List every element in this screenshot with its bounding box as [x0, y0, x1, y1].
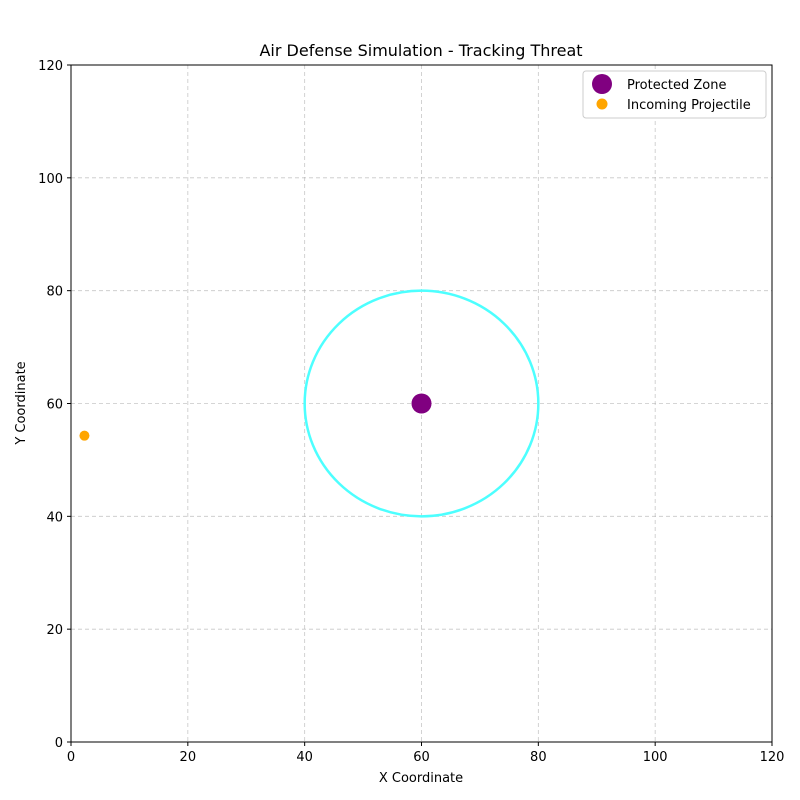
incoming-projectile-point — [79, 430, 90, 441]
protected-zone-point — [411, 393, 432, 414]
x-tick-label: 80 — [530, 750, 547, 765]
y-tick-label: 60 — [46, 398, 63, 413]
points-layer — [79, 393, 432, 441]
x-axis-ticks: 0 20 40 60 80 100 120 — [67, 742, 785, 765]
legend: Protected Zone Incoming Projectile — [582, 70, 767, 119]
x-tick-label: 100 — [643, 750, 668, 765]
defense-radius-circle — [303, 289, 540, 518]
legend-marker-incoming-projectile — [596, 98, 608, 110]
y-tick-label: 120 — [38, 59, 63, 74]
y-tick-label: 80 — [46, 285, 63, 300]
legend-label-incoming-projectile: Incoming Projectile — [627, 98, 751, 113]
legend-label-protected-zone: Protected Zone — [627, 78, 726, 93]
y-tick-label: 100 — [38, 172, 63, 187]
x-axis-label: X Coordinate — [379, 771, 463, 786]
y-axis-ticks: 0 20 40 60 80 100 120 — [38, 59, 71, 751]
y-tick-label: 40 — [46, 510, 63, 525]
legend-marker-protected-zone — [592, 74, 612, 94]
x-tick-label: 40 — [296, 750, 313, 765]
legend-box — [582, 70, 767, 119]
y-tick-label: 20 — [46, 623, 63, 638]
chart-title: Air Defense Simulation - Tracking Threat — [259, 41, 582, 60]
y-tick-label: 0 — [55, 736, 63, 751]
x-tick-label: 60 — [413, 750, 430, 765]
x-tick-label: 20 — [180, 750, 197, 765]
defense-ring-layer — [303, 289, 540, 518]
y-axis-label: Y Coordinate — [14, 361, 29, 445]
x-tick-label: 120 — [760, 750, 785, 765]
x-tick-label: 0 — [67, 750, 75, 765]
